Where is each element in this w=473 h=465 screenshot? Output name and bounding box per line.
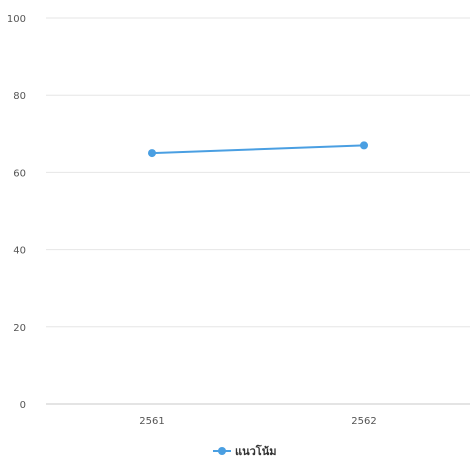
grid-lines <box>46 17 470 405</box>
y-tick-label: 40 <box>13 246 26 257</box>
series-line <box>151 144 365 155</box>
data-point[interactable] <box>148 149 156 158</box>
series-lines <box>148 141 368 158</box>
x-axis-tick-labels: 2561 2562 <box>139 416 376 427</box>
y-tick-label: 100 <box>7 14 26 25</box>
y-tick-label: 20 <box>13 323 26 334</box>
data-point[interactable] <box>360 141 368 150</box>
y-tick-label: 80 <box>13 91 26 102</box>
y-axis-tick-labels: 0 20 40 60 80 100 <box>7 14 26 411</box>
legend[interactable]: แนวโน้ม <box>213 444 276 458</box>
x-tick-label: 2561 <box>139 416 164 427</box>
legend-series-label[interactable]: แนวโน้ม <box>235 444 276 458</box>
y-tick-label: 0 <box>20 400 26 411</box>
y-tick-label: 60 <box>13 168 26 179</box>
legend-series-marker-icon <box>218 447 226 455</box>
x-tick-label: 2562 <box>351 416 376 427</box>
